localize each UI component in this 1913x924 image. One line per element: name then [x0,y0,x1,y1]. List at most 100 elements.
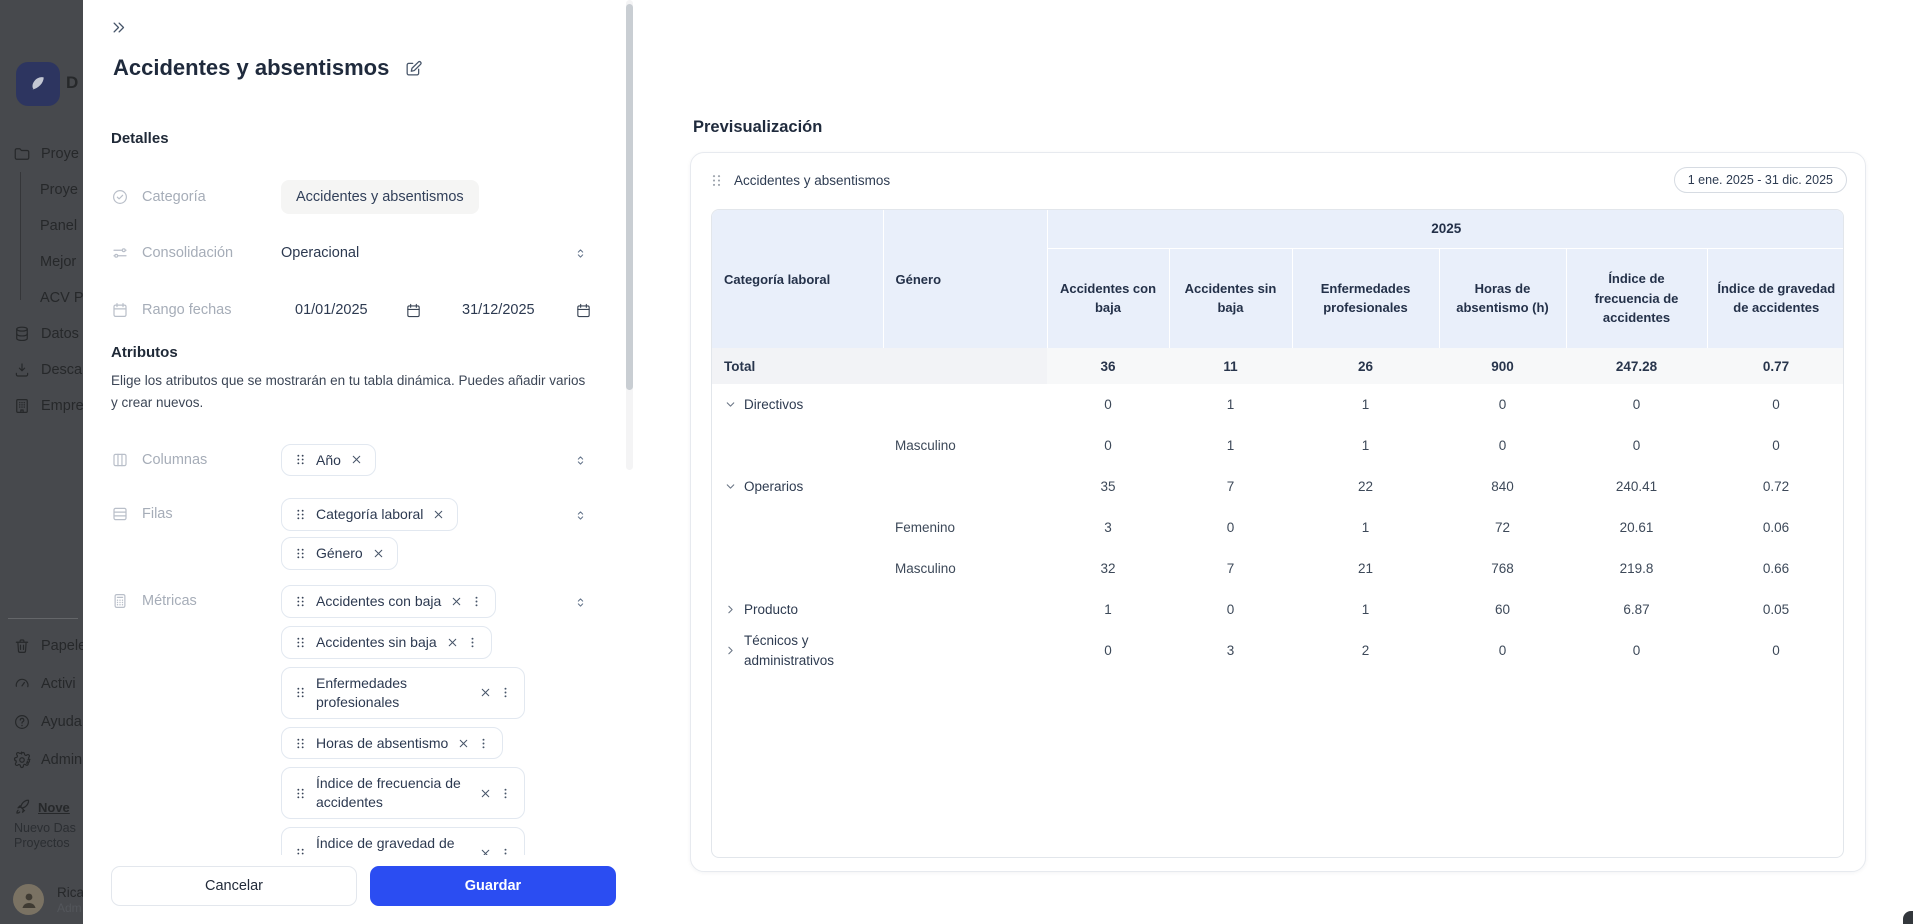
sidebar-item[interactable]: Proye [0,136,83,172]
sidebar-item[interactable]: ACV P [0,280,83,316]
close-icon[interactable] [457,737,470,750]
preview-card: Accidentes y absentismos 1 ene. 2025 - 3… [690,152,1866,872]
table-row: Femenino 3 0 1 72 20.61 0.06 [712,507,1843,548]
chat-widget-corner[interactable] [1903,911,1913,924]
chevron-right-icon[interactable] [724,603,737,616]
attribute-chip[interactable]: Accidentes sin baja [281,625,492,659]
calendar-icon[interactable] [405,302,422,319]
app-sidebar: D Proye Proye Panel Mejor ACV P Datos Desca Emp… [0,0,83,924]
sidebar-item[interactable]: Admin [0,741,83,779]
category-label: Directivos [744,396,804,412]
chip-label: Accidentes con baja [316,593,442,609]
app-logo[interactable] [16,62,60,106]
category-cell[interactable]: Técnicos y administrativos [712,630,883,671]
collapse-drawer-icon[interactable] [111,20,126,35]
sidebar-item-label: Proye [41,146,79,162]
select-chevrons-icon[interactable] [573,453,588,468]
close-icon[interactable] [432,508,445,521]
sidebar-item[interactable]: Desca [0,352,83,388]
kebab-icon[interactable] [499,686,512,699]
rocket-icon [14,798,32,816]
close-icon[interactable] [479,847,492,855]
attribute-chip[interactable]: Horas de absentismo [281,726,504,760]
drag-handle-icon[interactable] [294,508,307,521]
sidebar-item[interactable]: Activi [0,665,83,703]
close-icon[interactable] [479,686,492,699]
value-cell: 7 [1226,561,1235,576]
sidebar-item-label: Datos [41,326,79,342]
value-cell: 0.06 [1762,520,1790,535]
sidebar-item[interactable]: Proye [0,172,83,208]
close-icon[interactable] [450,595,463,608]
sidebar-item[interactable]: Datos [0,316,83,352]
news-line-2: Proyectos [14,836,70,850]
news-widget[interactable]: Nove Nuevo Das Proyectos [14,798,83,851]
select-chevrons-icon[interactable] [573,508,588,523]
save-button[interactable]: Guardar [370,866,616,906]
value-cell: 1 [1361,438,1370,453]
column-header-categoria-laboral: Categoría laboral [712,210,884,348]
news-link[interactable]: Nove [38,799,70,815]
sidebar-item-label: Papele [41,638,83,654]
value-cell: 219.8 [1619,561,1654,576]
user-avatar[interactable] [13,884,44,915]
drag-handle-icon[interactable] [294,787,307,800]
attribute-chip[interactable]: Índice de frecuencia de accidentes [281,767,525,820]
select-chevrons-icon[interactable] [573,595,588,610]
kebab-icon[interactable] [466,636,479,649]
date-start-input[interactable]: 01/01/2025 [295,302,368,318]
sidebar-item[interactable]: Mejor [0,244,83,280]
sidebar-item[interactable]: Panel [0,208,83,244]
category-cell[interactable]: Producto [712,589,883,630]
sidebar-item-label: Ayuda [41,714,82,730]
calendar-icon[interactable] [575,302,592,319]
table-row: Producto 1 0 1 60 6.87 0.05 [712,589,1843,630]
consolidacion-row: Consolidación Operacional [111,236,607,270]
drag-handle-icon[interactable] [294,737,307,750]
attribute-chip[interactable]: Enfermedades profesionales [281,666,525,719]
attribute-chip[interactable]: Año [281,443,376,477]
edit-title-icon[interactable] [404,59,423,78]
close-icon[interactable] [479,787,492,800]
attribute-chip[interactable]: Categoría laboral [281,498,459,531]
category-cell[interactable]: Operarios [712,466,883,507]
drag-handle-icon[interactable] [294,547,307,560]
attribute-chip[interactable]: Género [281,536,398,570]
drag-handle-icon[interactable] [294,636,307,649]
gender-cell [883,630,1047,671]
drag-handle-icon[interactable] [294,595,307,608]
date-end-input[interactable]: 31/12/2025 [462,302,535,318]
kebab-icon[interactable] [470,595,483,608]
value-cell: 1 [1361,602,1370,617]
drawer-scrollbar-thumb[interactable] [626,4,633,390]
chevron-right-icon[interactable] [724,644,737,657]
close-icon[interactable] [372,547,385,560]
date-range-badge: 1 ene. 2025 - 31 dic. 2025 [1673,167,1847,193]
consolidacion-select[interactable]: Operacional [281,245,360,261]
sidebar-item[interactable]: Ayuda [0,703,83,741]
select-chevrons-icon[interactable] [573,246,588,261]
kebab-icon[interactable] [499,847,512,855]
drag-handle-icon[interactable] [709,173,724,188]
value-cell: 3 [1226,643,1235,659]
chevron-down-icon[interactable] [724,480,737,493]
attribute-chip[interactable]: Accidentes con baja [281,585,497,618]
drag-handle-icon[interactable] [294,453,307,466]
drawer-footer: Cancelar Guardar [83,855,635,924]
chevron-down-icon[interactable] [724,398,737,411]
drag-handle-icon[interactable] [294,847,307,855]
kebab-icon[interactable] [477,737,490,750]
consolidacion-label: Consolidación [142,245,234,261]
config-drawer: Accidentes y absentismos Detalles Catego… [83,0,635,924]
value-cell: 32 [1100,561,1116,576]
sidebar-item[interactable]: Empre [0,388,83,424]
category-cell[interactable]: Directivos [712,384,883,425]
close-icon[interactable] [446,636,459,649]
cancel-button[interactable]: Cancelar [111,866,357,906]
close-icon[interactable] [350,453,363,466]
kebab-icon[interactable] [499,787,512,800]
drag-handle-icon[interactable] [294,686,307,699]
attribute-chip[interactable]: Índice de gravedad de accidentes [281,827,525,855]
sidebar-item-label: Activi [41,676,76,692]
sidebar-item[interactable]: Papele [0,627,83,665]
